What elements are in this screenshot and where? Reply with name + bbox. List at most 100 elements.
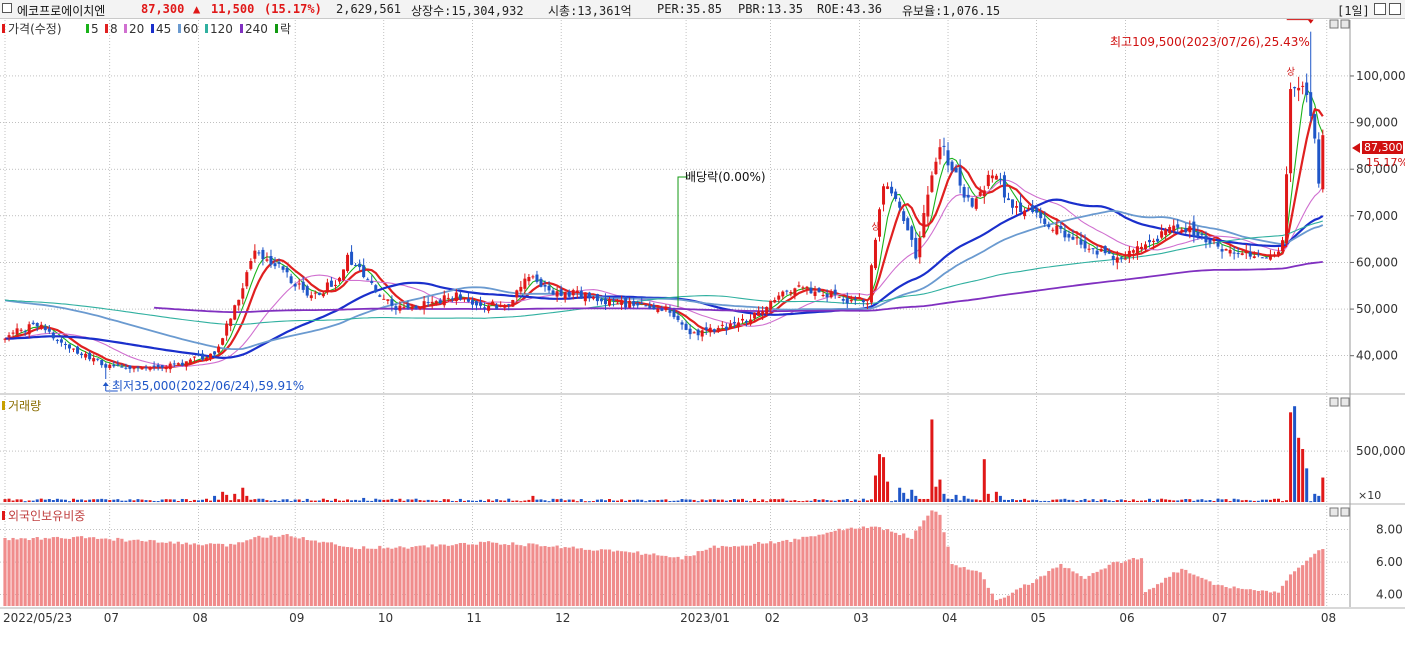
candle <box>608 296 611 307</box>
volume-bar <box>350 500 354 502</box>
foreign-ratio-bar <box>744 545 749 606</box>
candle <box>1111 253 1115 266</box>
stock-info-bar: 에코프로에이치엔 87,300 ▲ 11,500 (15.17%) 2,629,… <box>0 0 1405 19</box>
volume-bar <box>882 457 886 502</box>
period-selector[interactable]: [1일] <box>1337 4 1370 18</box>
candle <box>1011 199 1014 215</box>
close-icon[interactable] <box>1389 3 1401 15</box>
candle <box>878 207 882 242</box>
volume-bar <box>535 499 539 502</box>
candle <box>579 286 583 299</box>
price-axis-tick: 40,000 <box>1356 349 1398 363</box>
volume-bar <box>740 498 744 502</box>
select-checkbox[interactable] <box>2 3 12 13</box>
volume-bar <box>970 499 974 502</box>
candle <box>297 278 301 290</box>
volume-bar <box>902 492 906 502</box>
volume-bar <box>128 499 132 502</box>
foreign-ratio-bar <box>434 546 438 606</box>
candle <box>1079 231 1083 249</box>
volume-bar <box>595 499 599 502</box>
volume-bar <box>1240 500 1244 502</box>
listed-shares: 상장수:15,304,932 <box>411 4 524 18</box>
candle <box>176 362 180 366</box>
foreign-ratio-bar <box>1244 589 1248 606</box>
foreign-ratio-bar <box>700 550 704 606</box>
foreign-ratio-bar <box>221 543 225 606</box>
foreign-minimize-icon[interactable] <box>1329 507 1339 517</box>
candle <box>39 321 43 331</box>
foreign-ratio-bar <box>954 565 958 606</box>
foreign-ratio-bar <box>329 542 334 606</box>
volume-bar <box>475 500 479 502</box>
candle <box>333 280 337 291</box>
candle <box>1252 251 1256 259</box>
foreign-close-icon[interactable] <box>1340 507 1350 517</box>
volume-bar <box>519 501 523 503</box>
candle <box>1091 248 1095 255</box>
volume-bar <box>849 500 853 502</box>
volume-bar <box>47 499 51 502</box>
foreign-ratio-bar <box>1204 579 1208 606</box>
foreign-ratio-bar <box>1280 585 1285 606</box>
reserve-ratio: 유보율:1,076.15 <box>902 4 1001 18</box>
date-axis-tick: 2023/01 <box>680 611 730 625</box>
candle <box>777 292 781 303</box>
candle <box>1156 235 1160 243</box>
main-minimize-icon[interactable] <box>1329 19 1339 29</box>
foreign-ratio-bar <box>1115 561 1119 606</box>
candle <box>19 328 23 333</box>
volume-minimize-icon[interactable] <box>1329 397 1339 407</box>
candle <box>96 358 100 362</box>
foreign-ratio-bar <box>261 537 265 606</box>
candle <box>954 164 958 173</box>
volume-bar <box>23 501 27 503</box>
candle <box>59 336 63 347</box>
dividend-annotation: 배당락(0.00%) <box>685 170 766 184</box>
foreign-ratio-bar <box>1180 568 1184 606</box>
volume-close-icon[interactable] <box>1340 397 1350 407</box>
volume-bar <box>245 495 249 502</box>
candle <box>3 337 7 343</box>
candle <box>289 273 293 285</box>
foreign-ratio-bar <box>337 545 342 606</box>
candle <box>535 270 539 284</box>
volume-bar <box>1192 500 1196 502</box>
candle <box>350 245 354 266</box>
volume-bar <box>1297 437 1301 502</box>
candle <box>462 297 466 303</box>
volume-bar <box>1220 499 1224 502</box>
volume-bar <box>990 501 994 503</box>
candle <box>390 295 394 312</box>
foreign-ratio-bar <box>1284 580 1289 606</box>
volume-bar <box>636 499 640 502</box>
foreign-ratio-bar <box>305 540 309 606</box>
foreign-ratio-bar <box>668 557 672 606</box>
volume-bar <box>1180 499 1184 502</box>
volume-bar <box>1107 500 1111 502</box>
volume-bar <box>329 500 333 502</box>
stock-chart[interactable]: 상상 40,00050,00060,00070,00080,00090,0001… <box>0 18 1405 648</box>
candle <box>63 341 67 350</box>
volume-bar <box>1083 498 1087 502</box>
candle <box>164 364 168 373</box>
volume-bar <box>503 500 507 502</box>
candle <box>1031 200 1035 214</box>
foreign-ratio-bar <box>1095 571 1099 606</box>
volume-bar <box>571 499 575 502</box>
foreign-ratio-bar <box>1091 573 1095 606</box>
candle <box>692 331 696 334</box>
foreign-ratio-bar <box>277 536 281 606</box>
candle <box>205 356 208 362</box>
foreign-ratio-bar <box>309 540 313 606</box>
volume-bar <box>410 499 414 502</box>
foreign-ratio-bar <box>321 541 325 606</box>
foreign-ratio-bar <box>293 537 297 606</box>
restore-icon[interactable] <box>1374 3 1386 15</box>
candle <box>458 291 462 301</box>
foreign-ratio-bar <box>325 542 329 606</box>
main-close-icon[interactable] <box>1340 19 1350 29</box>
candle <box>620 295 624 310</box>
foreign-ratio-bar <box>378 545 382 606</box>
foreign-ratio-bar <box>196 544 201 606</box>
